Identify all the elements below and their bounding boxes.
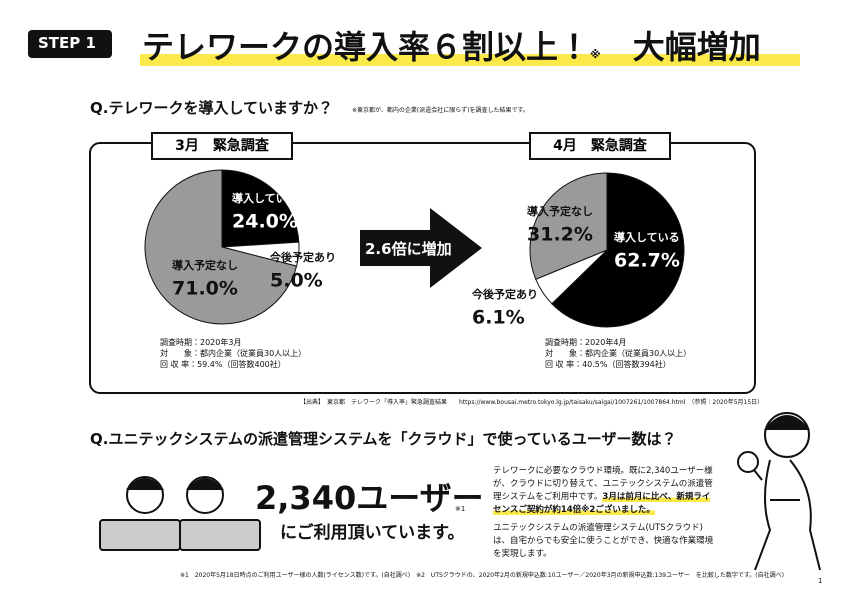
slice-label: 導入予定なし (527, 204, 593, 218)
user-count: 2,340ユーザー (255, 479, 484, 517)
survey-info: 調査時期：2020年4月対 象：都内企業（従業員30人以上） 回 収 率：40.5… (545, 337, 691, 370)
page-number: 1 (818, 577, 823, 585)
slice-label: 導入している (614, 230, 680, 244)
slice-value: 24.0% (232, 211, 298, 233)
step-badge (28, 30, 112, 58)
slice-value: 71.0% (172, 278, 238, 300)
slice-value: 31.2% (527, 224, 593, 246)
step-label: STEP 1 (38, 34, 96, 52)
title-suffix: 大幅増加 (632, 28, 761, 66)
pie-slice (551, 172, 685, 328)
slice-label: 導入している (232, 191, 298, 205)
pie-slice (221, 169, 300, 248)
question: Q.ユニテックシステムの派遣管理システムを「クラウド」で使っているユーザー数は？ (90, 430, 677, 448)
survey-line: 対 象：都内企業（従業員30人以上） (160, 349, 307, 358)
survey-frame (89, 142, 756, 394)
source: 【出典】 東京都 テレワーク「導入率」緊急調査結果 https://www.bo… (300, 399, 764, 406)
title-main: テレワークの導入率６割以上！ (142, 28, 591, 66)
slice-value: 6.1% (472, 307, 525, 329)
user-suffix: にご利用頂いています。 (280, 523, 465, 543)
arrow (360, 208, 482, 288)
title: テレワークの導入率６割以上！※ 大幅増加 (142, 22, 761, 68)
slice-value: 62.7% (614, 250, 680, 272)
paragraph-text: テレワークに必要なクラウド環境。既に2,340ユーザー様が、クラウドに切り替えて… (493, 466, 713, 502)
slice-label: 今後予定あり (270, 250, 336, 264)
survey-line: 回 収 率：59.4%（回答数400社） (160, 360, 286, 369)
pie-slice (529, 172, 608, 280)
arrow-label: 2.6倍に増加 (365, 240, 452, 258)
paragraph: テレワークに必要なクラウド環境。既に2,340ユーザー様が、クラウドに切り替えて… (493, 465, 715, 517)
paragraph: ユニテックシステムの派遣管理システム(UTSクラウド)は、自宅からでも安全に使う… (493, 523, 714, 559)
survey-line: 回 収 率：40.5%（回答数394社） (545, 360, 671, 369)
survey-line: 調査時期：2020年4月 (545, 338, 627, 347)
question: Q.テレワークを導入していますか？ (90, 99, 334, 117)
title-underline (140, 54, 800, 66)
user-note: ※1 (455, 505, 466, 513)
survey-line: 対 象：都内企業（従業員30人以上） (545, 349, 692, 358)
footnote: ※1 2020年5月18日時点のご利用ユーザー様の人数(ライセンス数)です。(自… (180, 572, 784, 579)
illustration (99, 412, 821, 571)
slice-value: 5.0% (270, 270, 323, 292)
slice-label: 今後予定あり (472, 287, 538, 301)
question-note: ※東京都が、都内の企業(派遣会社に限らず)を調査した結果です。 (352, 107, 529, 114)
title-note: ※ (590, 48, 601, 61)
chart-title: 4月 緊急調査 (553, 137, 648, 154)
tab (529, 132, 671, 160)
tab (151, 132, 293, 160)
pie-slice (144, 169, 298, 325)
survey-info: 調査時期：2020年3月対 象：都内企業（従業員30人以上） 回 収 率：59.4… (160, 337, 306, 370)
survey-line: 調査時期：2020年3月 (160, 338, 242, 347)
slice-label: 導入予定なし (172, 258, 238, 272)
chart-title: 3月 緊急調査 (175, 137, 270, 154)
